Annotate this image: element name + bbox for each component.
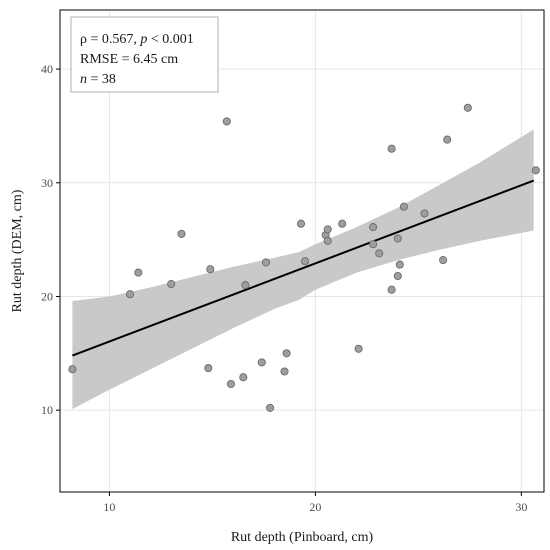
data-point: [387, 285, 396, 294]
data-point: [266, 403, 275, 412]
stats-rho-line: ρ = 0.567, p < 0.001: [80, 32, 194, 47]
x-tick-label: 10: [103, 500, 115, 514]
data-point: [177, 229, 186, 238]
data-point: [134, 268, 143, 277]
data-point: [354, 344, 363, 353]
rho-prefix: ρ = 0.567,: [80, 32, 140, 47]
data-point: [375, 249, 384, 258]
data-point: [301, 257, 310, 266]
x-tick-label: 30: [515, 500, 527, 514]
confidence-band: [72, 129, 534, 409]
plot-frame: [59, 9, 545, 493]
x-tick-label: 20: [309, 500, 321, 514]
data-point: [531, 166, 540, 175]
data-point: [226, 379, 235, 389]
stats-n-line: n = 38: [80, 72, 116, 87]
data-point: [393, 271, 402, 281]
data-point: [296, 219, 306, 228]
data-point: [204, 364, 213, 373]
data-point: [369, 240, 378, 249]
y-tick-label: 10: [41, 403, 53, 417]
x-axis-title: Rut depth (Pinboard, cm): [231, 530, 374, 545]
stats-rmse-line: RMSE = 6.45 cm: [80, 52, 178, 67]
points-layer: [68, 103, 540, 412]
stats-box: [70, 16, 219, 93]
data-point: [257, 358, 266, 367]
data-point: [338, 219, 347, 228]
n-value: = 38: [87, 72, 116, 87]
y-tick-label: 40: [41, 62, 53, 76]
data-point: [167, 279, 176, 289]
tick-marks: [56, 68, 522, 496]
data-point: [323, 225, 332, 234]
n-symbol: n: [80, 72, 87, 87]
tick-labels: 10 20 30 10 20 30 40: [41, 62, 527, 514]
data-point: [399, 202, 408, 211]
data-point: [443, 135, 452, 144]
data-point: [222, 117, 231, 126]
data-point: [239, 373, 248, 382]
stats-annotation: ρ = 0.567, p < 0.001 RMSE = 6.45 cm n = …: [70, 16, 219, 93]
data-point: [125, 290, 135, 299]
regression-line: [72, 179, 535, 357]
y-tick-label: 20: [41, 289, 53, 303]
data-point: [206, 265, 215, 274]
data-point: [463, 103, 472, 112]
data-point: [420, 209, 429, 218]
y-axis-title: Rut depth (DEM, cm): [10, 189, 25, 312]
data-point: [68, 365, 77, 374]
data-point: [439, 256, 448, 265]
p-symbol: p: [139, 32, 147, 47]
data-point: [261, 258, 271, 267]
data-point: [282, 349, 291, 358]
y-tick-label: 30: [41, 176, 53, 190]
data-point: [369, 223, 378, 232]
data-point: [280, 367, 289, 376]
data-point: [395, 260, 404, 269]
data-point: [393, 234, 402, 243]
p-value: < 0.001: [147, 32, 193, 47]
data-point: [241, 281, 250, 290]
data-point: [387, 144, 396, 153]
data-point: [323, 236, 332, 245]
